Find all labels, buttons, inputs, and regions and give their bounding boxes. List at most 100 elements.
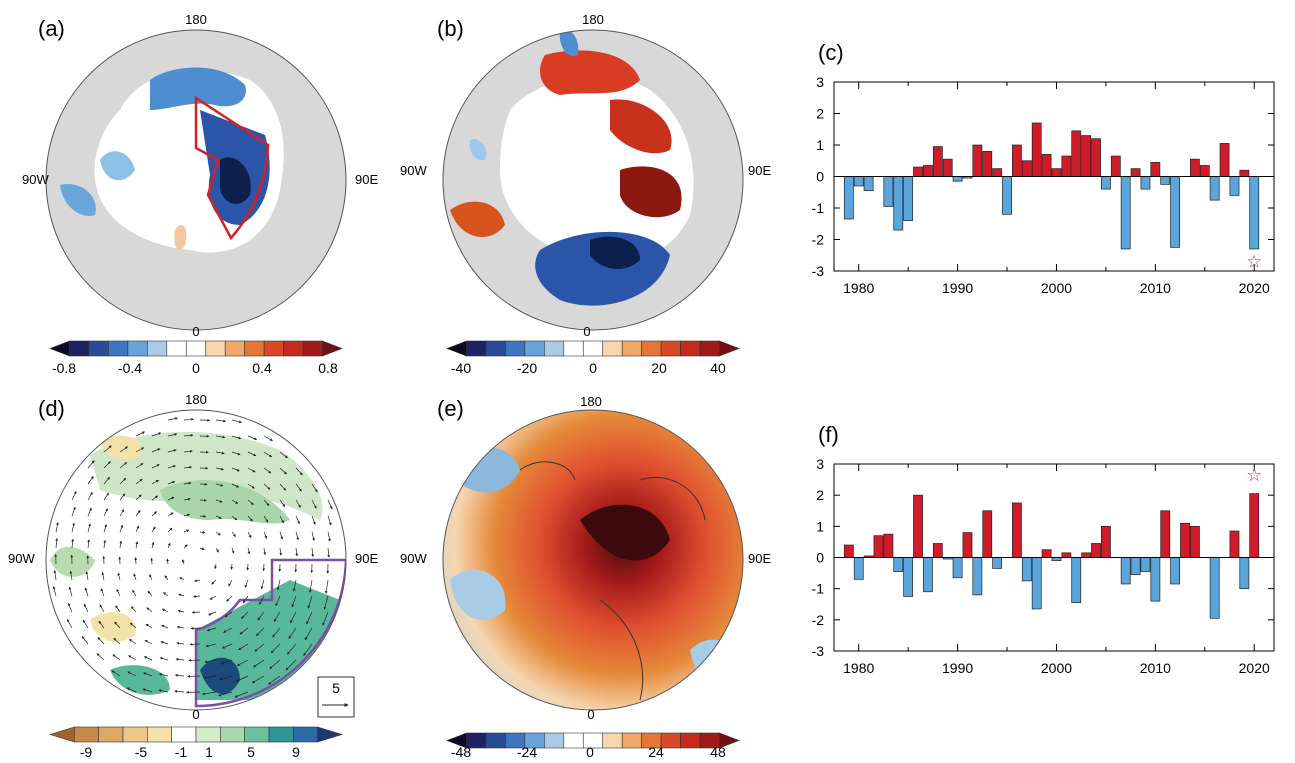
wind-arrow xyxy=(199,547,205,551)
bar xyxy=(1249,493,1260,558)
panel-c: (c) 3 2 1 0 -1 -2 -3 1980 1990 2000 2010 2020 ☆ xyxy=(812,40,1275,296)
x-tick-label: 2020 xyxy=(1239,280,1270,296)
geo-label-top: 180 xyxy=(582,12,604,27)
wind-arrow xyxy=(205,643,217,648)
wind-arrow xyxy=(290,611,297,624)
panel-a-label: (a) xyxy=(38,16,65,41)
wind-arrow xyxy=(158,689,169,693)
wind-arrow xyxy=(276,579,281,591)
colorbar-e-tick: 0 xyxy=(586,744,594,760)
bar xyxy=(1031,122,1042,177)
wind-arrow xyxy=(53,569,57,581)
colorbar-swatch xyxy=(147,726,172,743)
colorbar-swatch xyxy=(660,340,681,357)
bar xyxy=(903,176,914,221)
wind-arrow xyxy=(132,589,137,597)
wind-arrow xyxy=(231,451,241,456)
bar xyxy=(1150,161,1161,177)
wind-arrow xyxy=(87,507,92,517)
wind-arrow xyxy=(327,499,333,510)
bar xyxy=(992,557,1003,569)
panel-f: (f) 3 2 1 0 -1 -2 -3 1980 1990 2000 2010 2020 ☆ xyxy=(812,422,1275,676)
y-tick-label: 1 xyxy=(816,137,824,153)
wind-arrow xyxy=(303,643,313,656)
wind-arrow xyxy=(183,449,193,453)
wind-arrow xyxy=(231,483,240,488)
wind-arrow xyxy=(129,622,137,629)
panel-f-label: (f) xyxy=(818,422,839,447)
colorbar-e xyxy=(446,732,740,749)
colorbar-swatch xyxy=(322,340,343,357)
x-tick-label: 2010 xyxy=(1140,280,1171,296)
wind-arrow xyxy=(176,641,185,645)
bar xyxy=(1219,143,1230,177)
wind-arrow xyxy=(247,515,253,522)
colorbar-swatch xyxy=(166,340,187,357)
wind-arrow xyxy=(204,659,217,664)
wind-arrow xyxy=(71,506,76,517)
wind-arrow xyxy=(263,531,268,539)
wind-arrow xyxy=(218,691,233,697)
wind-arrow xyxy=(87,460,95,469)
wind-arrow xyxy=(285,659,297,671)
wind-arrow xyxy=(67,602,73,613)
wind-arrow xyxy=(226,595,233,602)
wind-arrow xyxy=(270,643,281,654)
wind-arrow xyxy=(163,592,169,597)
wind-arrow xyxy=(219,675,233,681)
wind-arrow xyxy=(279,483,287,491)
wind-arrow xyxy=(103,539,107,549)
wind-arrow xyxy=(238,643,249,651)
wind-arrow xyxy=(144,640,153,645)
wind-arrow xyxy=(311,531,315,541)
wind-arrow xyxy=(116,588,121,597)
bar-chart-f: 3 2 1 0 -1 -2 -3 1980 1990 2000 2010 2020 ☆ xyxy=(812,456,1275,676)
wind-arrow xyxy=(311,499,317,509)
colorbar-swatch xyxy=(171,726,197,743)
bar xyxy=(982,510,993,558)
wind-arrow xyxy=(128,655,137,661)
wind-arrow xyxy=(323,595,329,610)
x-tick-label: 2000 xyxy=(1041,660,1072,676)
wind-arrow xyxy=(81,636,89,645)
colorbar-swatch xyxy=(602,732,623,749)
bar xyxy=(913,166,923,177)
colorbar-swatch xyxy=(185,340,207,357)
wind-arrow xyxy=(160,641,169,645)
bar xyxy=(1150,557,1161,602)
wind-arrow xyxy=(119,462,128,469)
wind-arrow xyxy=(221,643,233,649)
bar xyxy=(873,535,884,558)
wind-arrow xyxy=(174,673,185,677)
wind-arrow xyxy=(295,515,300,525)
colorbar-swatch xyxy=(48,726,75,743)
colorbar-a-tick: 0.4 xyxy=(252,360,272,376)
wind-arrow xyxy=(98,620,105,629)
wind-arrow xyxy=(135,509,141,517)
wind-arrow xyxy=(236,659,249,666)
wind-arrow xyxy=(135,478,143,485)
bar xyxy=(1091,138,1101,177)
wind-arrow xyxy=(304,627,313,641)
colorbar-swatch xyxy=(563,340,584,357)
wind-arrow xyxy=(167,465,176,469)
wind-arrow xyxy=(100,588,105,597)
colorbar-swatch xyxy=(485,340,506,357)
wind-arrow xyxy=(129,638,137,645)
bar xyxy=(883,533,894,558)
wind-arrow xyxy=(279,499,286,507)
bar xyxy=(1071,130,1082,177)
wind-arrow xyxy=(268,675,281,685)
wind-arrow xyxy=(151,432,162,437)
colorbar-swatch xyxy=(74,726,99,743)
wind-arrow xyxy=(150,557,154,565)
bar xyxy=(903,557,914,597)
geo-label-bottom: 0 xyxy=(192,324,199,339)
wind-arrow xyxy=(151,495,159,501)
bar xyxy=(1120,176,1131,250)
bar xyxy=(893,176,904,231)
wind-arrow xyxy=(183,497,191,501)
wind-arrow xyxy=(231,515,238,521)
panel-a: (a) 180 90W 90E 0 -0.8 -0.4 0 0.4 0.8 xyxy=(22,12,378,376)
wind-arrow xyxy=(181,559,185,565)
